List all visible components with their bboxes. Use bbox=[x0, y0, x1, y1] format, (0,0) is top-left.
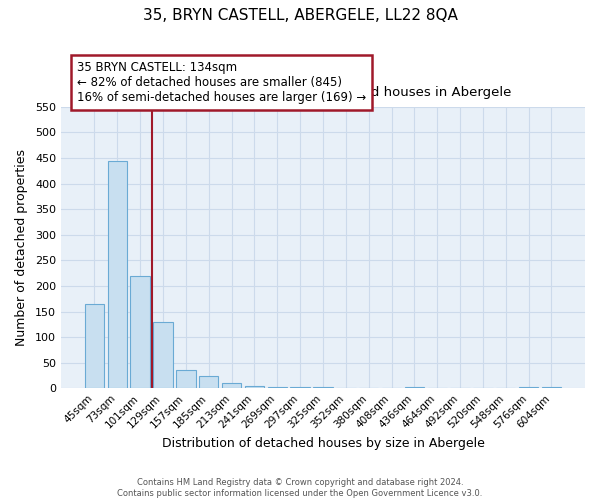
Bar bbox=[176, 370, 196, 388]
Bar bbox=[245, 386, 264, 388]
Bar bbox=[268, 387, 287, 388]
Bar bbox=[130, 276, 150, 388]
Title: Size of property relative to detached houses in Abergele: Size of property relative to detached ho… bbox=[134, 86, 512, 98]
Text: Contains HM Land Registry data © Crown copyright and database right 2024.
Contai: Contains HM Land Registry data © Crown c… bbox=[118, 478, 482, 498]
Bar bbox=[199, 376, 218, 388]
Bar bbox=[154, 322, 173, 388]
Text: 35 BRYN CASTELL: 134sqm
← 82% of detached houses are smaller (845)
16% of semi-d: 35 BRYN CASTELL: 134sqm ← 82% of detache… bbox=[77, 61, 366, 104]
Bar bbox=[107, 160, 127, 388]
X-axis label: Distribution of detached houses by size in Abergele: Distribution of detached houses by size … bbox=[161, 437, 484, 450]
Bar bbox=[222, 383, 241, 388]
Text: 35, BRYN CASTELL, ABERGELE, LL22 8QA: 35, BRYN CASTELL, ABERGELE, LL22 8QA bbox=[143, 8, 457, 22]
Y-axis label: Number of detached properties: Number of detached properties bbox=[15, 149, 28, 346]
Bar bbox=[85, 304, 104, 388]
